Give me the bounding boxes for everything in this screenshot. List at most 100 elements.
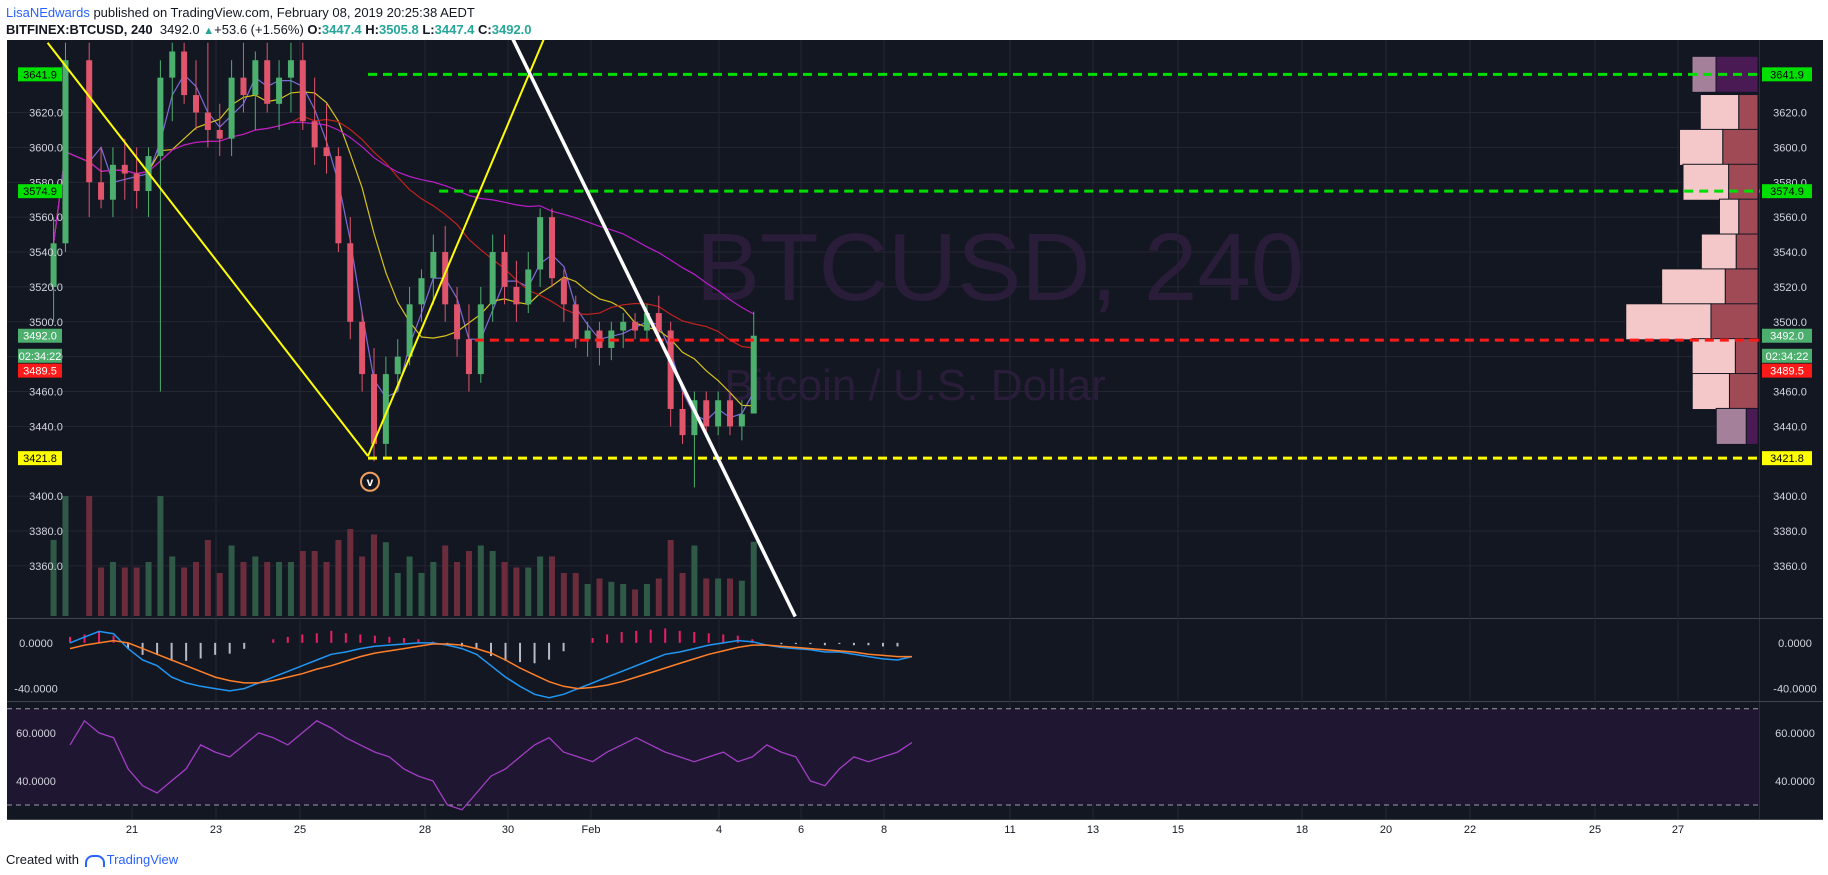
volume-bar: [347, 529, 354, 616]
candle-body: [489, 252, 496, 305]
time-tick-label: 21: [126, 824, 138, 836]
price-tick-right: 3600.0: [1773, 142, 1807, 154]
candle: [513, 260, 520, 322]
candle-body: [287, 60, 294, 78]
candle-body: [121, 164, 128, 174]
high-value: 3505.8: [378, 22, 419, 37]
volume-bar: [643, 584, 650, 616]
price-tag-label: 3421.8: [1770, 453, 1804, 465]
candle-body: [193, 95, 199, 113]
volume-bar: [50, 540, 57, 616]
candle-body: [86, 60, 93, 183]
macd-pane: 0.0000 0.0000 -40.0000 -40.0000: [14, 628, 1817, 699]
profile-row: [1682, 163, 1759, 201]
candle-body: [418, 278, 425, 305]
candle: [560, 269, 567, 322]
footer: Created with TradingView: [6, 850, 178, 870]
profile-row: [1679, 128, 1759, 166]
candle: [430, 234, 437, 305]
volume-bar: [193, 562, 199, 616]
candle-body: [620, 321, 627, 331]
profile-buy-bar: [1700, 233, 1737, 271]
candle-body: [525, 269, 532, 305]
candle: [382, 356, 389, 458]
time-tick-label: 25: [294, 824, 306, 836]
price-tick-right: 3620.0: [1773, 108, 1807, 120]
candle-body: [513, 286, 520, 305]
low-value: 3447.4: [434, 22, 475, 37]
marker-label: v: [367, 475, 374, 489]
rsi-line: [69, 719, 913, 811]
price-tick-left: 3600.0: [29, 142, 63, 154]
time-tick-label: 11: [1004, 824, 1015, 836]
tradingview-link[interactable]: TradingView: [106, 852, 179, 867]
price-tick-right: 3360.0: [1773, 561, 1807, 573]
profile-buy-bar: [1715, 407, 1747, 445]
candle: [406, 286, 413, 366]
publish-line: LisaNEdwards published on TradingView.co…: [6, 4, 532, 21]
price-tag-right: 3489.5: [1762, 363, 1812, 378]
trend-line: [511, 40, 797, 618]
volume-bar: [181, 567, 188, 616]
candle-body: [715, 400, 722, 427]
price-tag-box: [18, 451, 62, 466]
volume-bar: [501, 562, 508, 616]
profile-buy-bar: [1661, 268, 1726, 306]
time-tick-label: 30: [502, 824, 514, 836]
price-tag-right: 3421.8: [1762, 451, 1812, 466]
candle: [204, 42, 211, 148]
close-value: 3492.0: [491, 22, 532, 37]
candle-body: [371, 374, 377, 444]
profile-sell-bar: [1724, 268, 1759, 306]
price-tick-right: 3560.0: [1773, 212, 1807, 224]
time-tick-label: 13: [1087, 824, 1099, 836]
candle: [655, 295, 662, 340]
price-tag-box: [1762, 348, 1812, 363]
change-value: +53.6 (+1.56%): [214, 22, 304, 37]
candle: [157, 60, 164, 392]
candle-body: [667, 330, 674, 409]
price-tag-label: 3489.5: [23, 366, 57, 378]
price-tick-right: 3460.0: [1773, 387, 1807, 399]
volume-bar: [525, 567, 532, 616]
macd-tick-right: 0.0000: [1778, 638, 1812, 650]
candle: [679, 391, 686, 444]
volume-bar: [145, 562, 152, 616]
candle-body: [98, 182, 105, 200]
time-tick-label: 6: [798, 824, 804, 836]
candle: [549, 208, 555, 287]
candle: [62, 42, 69, 253]
candle-body: [549, 217, 555, 279]
profile-sell-bar: [1734, 338, 1759, 376]
time-axis[interactable]: 21 23 25 28 30 Feb 4 6 8 11 13 15 18 20 22 25 27: [126, 824, 1684, 836]
volume-bar: [216, 573, 223, 616]
price-tag-box: [18, 67, 62, 82]
author-link[interactable]: LisaNEdwards: [6, 5, 90, 20]
candle: [727, 391, 733, 436]
volume-bar: [679, 573, 686, 616]
time-tick-label: 15: [1172, 824, 1184, 836]
profile-buy-bar: [1699, 94, 1740, 132]
trend-lines: [46, 40, 797, 618]
candle: [50, 217, 57, 322]
candle-body: [501, 252, 508, 287]
symbol-watermark: BTCUSD, 240 Bitcoin / U.S. Dollar: [696, 214, 1304, 410]
volume-bar: [98, 567, 105, 616]
profile-buy-bar: [1691, 373, 1730, 411]
price-tag-left: 3489.5: [18, 363, 62, 378]
volume-bar: [596, 578, 603, 616]
profile-sell-bar: [1728, 373, 1759, 411]
candle: [525, 252, 532, 314]
candle-body: [394, 356, 401, 375]
price-tag-left: 3641.9: [18, 67, 62, 82]
volume-bar: [228, 545, 235, 616]
volume-bar: [703, 578, 710, 616]
candle: [311, 77, 318, 165]
chart-canvas[interactable]: BTCUSD, 240 Bitcoin / U.S. Dollar v 0.00…: [0, 40, 1828, 837]
price-tick-right: 3380.0: [1773, 526, 1807, 538]
candle-body: [691, 400, 698, 436]
candle-body: [228, 77, 235, 139]
candle: [501, 234, 508, 305]
candle-body: [133, 173, 140, 191]
